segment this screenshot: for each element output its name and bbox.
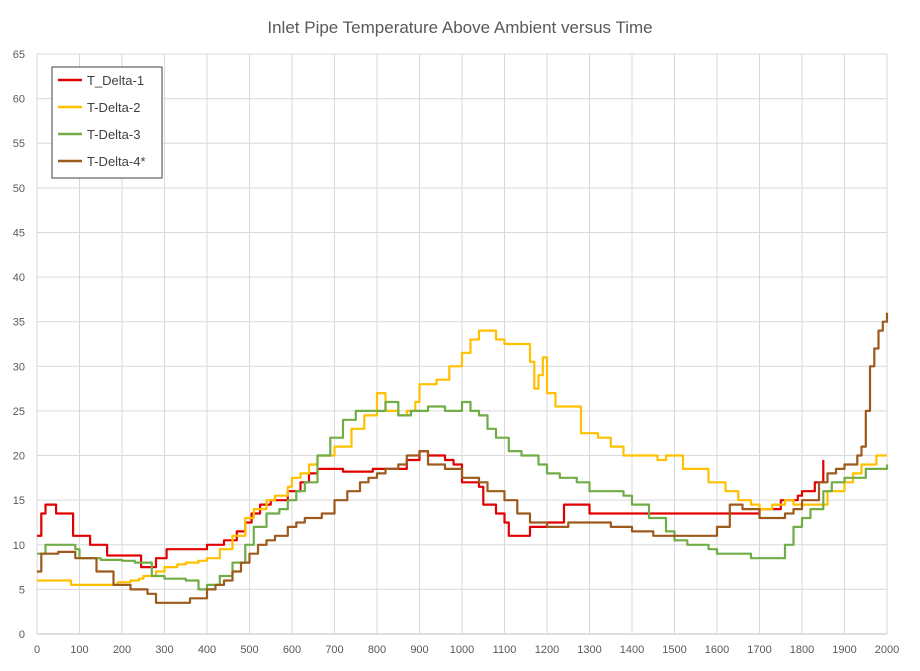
- x-tick-label: 0: [34, 644, 40, 656]
- y-tick-label: 0: [19, 629, 25, 641]
- x-tick-label: 600: [283, 644, 301, 656]
- y-axis-ticks: 0 5 10 15 20 25 30 35 40 45 50 55 60 65: [13, 49, 25, 641]
- y-tick-label: 50: [13, 183, 25, 195]
- legend-label: T-Delta-3: [87, 127, 140, 142]
- y-tick-label: 5: [19, 584, 25, 596]
- y-tick-label: 20: [13, 451, 25, 463]
- x-tick-label: 1600: [705, 644, 729, 656]
- x-tick-label: 1700: [747, 644, 771, 656]
- y-tick-label: 15: [13, 495, 25, 507]
- x-tick-label: 1100: [493, 644, 517, 656]
- x-tick-label: 500: [240, 644, 258, 656]
- y-tick-label: 35: [13, 317, 25, 329]
- x-tick-label: 1000: [450, 644, 474, 656]
- legend-label: T-Delta-2: [87, 100, 140, 115]
- x-axis-ticks: 0 100 200 300 400 500 600 700 800 900 1000 1100 1200…: [34, 644, 899, 656]
- y-tick-label: 10: [13, 540, 25, 552]
- x-tick-label: 300: [155, 644, 173, 656]
- legend-label: T_Delta-1: [87, 73, 144, 88]
- x-tick-label: 2000: [875, 644, 899, 656]
- x-tick-label: 400: [198, 644, 216, 656]
- gridlines: [36, 53, 888, 635]
- y-tick-label: 65: [13, 49, 25, 61]
- y-tick-label: 45: [13, 227, 25, 239]
- x-tick-label: 800: [368, 644, 386, 656]
- y-tick-label: 40: [13, 272, 25, 284]
- x-tick-label: 100: [70, 644, 88, 656]
- legend-box: [51, 66, 163, 179]
- x-tick-label: 1200: [535, 644, 559, 656]
- x-tick-label: 1300: [577, 644, 601, 656]
- x-tick-label: 1400: [620, 644, 644, 656]
- y-tick-label: 55: [13, 138, 25, 150]
- series-line-4: [37, 312, 889, 604]
- y-tick-label: 30: [13, 361, 25, 373]
- y-tick-label: 25: [13, 406, 25, 418]
- x-tick-label: 1900: [832, 644, 856, 656]
- series-lines: [37, 312, 889, 604]
- series-line-3: [37, 400, 889, 591]
- legend: T_Delta-1 T-Delta-2 T-Delta-3 T-Delta-4*: [51, 66, 163, 179]
- y-tick-label: 60: [13, 94, 25, 106]
- x-tick-label: 1500: [662, 644, 686, 656]
- legend-label: T-Delta-4*: [87, 154, 146, 169]
- x-tick-label: 1800: [790, 644, 814, 656]
- x-tick-label: 900: [410, 644, 428, 656]
- chart-title: Inlet Pipe Temperature Above Ambient ver…: [267, 18, 652, 37]
- series-line-2: [37, 329, 887, 586]
- x-tick-label: 200: [113, 644, 131, 656]
- x-tick-label: 700: [325, 644, 343, 656]
